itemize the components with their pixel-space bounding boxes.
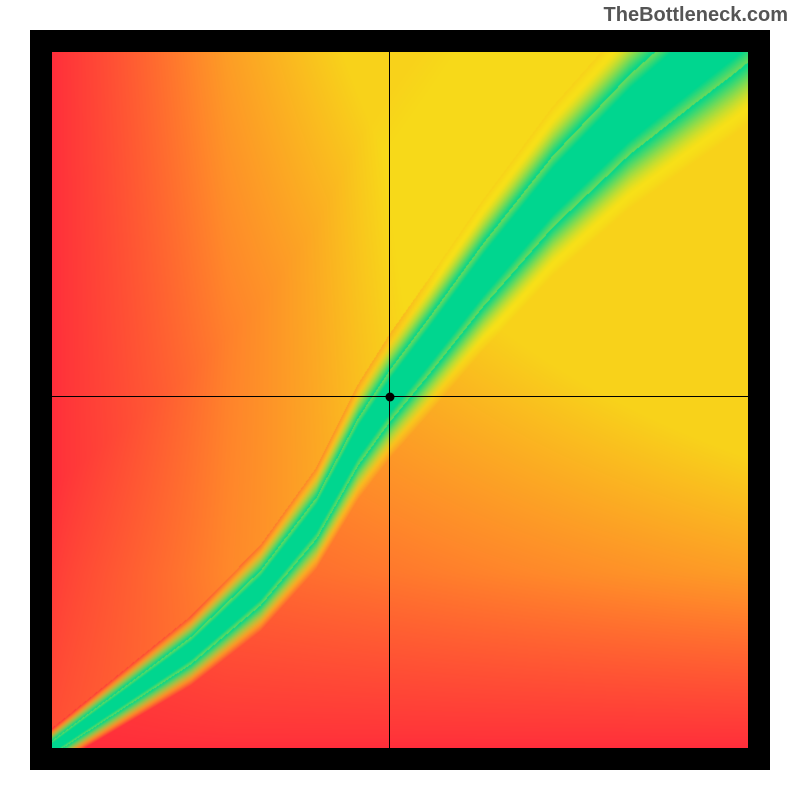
chart-frame	[30, 30, 770, 770]
watermark-text: TheBottleneck.com	[604, 4, 788, 27]
heatmap-plot	[52, 52, 748, 748]
crosshair-marker	[385, 392, 394, 401]
heatmap-canvas	[52, 52, 748, 748]
crosshair-horizontal	[52, 396, 748, 397]
root: TheBottleneck.com	[0, 0, 800, 800]
